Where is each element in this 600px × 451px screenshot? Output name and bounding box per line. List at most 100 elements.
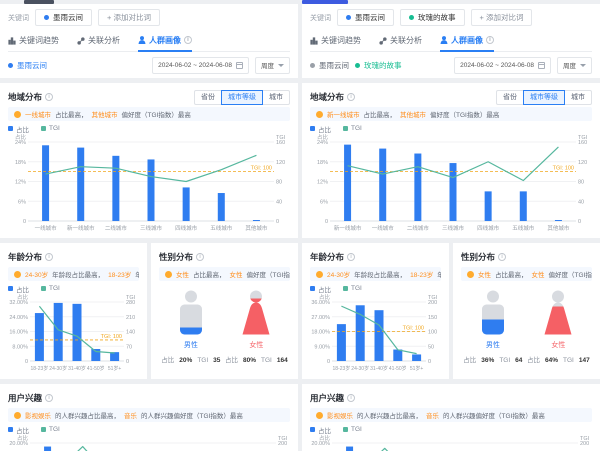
interest-chart: 占比TGI20.00%20015.00%15010.00%1005.00%500…	[311, 434, 590, 451]
tab-keyword-trend[interactable]: 关键词趋势	[310, 31, 361, 51]
svg-text:四线城市: 四线城市	[477, 224, 500, 232]
svg-text:100: 100	[428, 330, 437, 336]
legend-ratio[interactable]: 占比	[310, 284, 331, 294]
tab-keyword-trend[interactable]: 关键词趋势	[8, 31, 59, 51]
series-dot-icon	[310, 62, 315, 68]
tab-association[interactable]: 关联分析	[77, 31, 120, 51]
view-button-city[interactable]: 城市	[564, 89, 592, 105]
svg-text:200: 200	[428, 300, 437, 306]
svg-text:80: 80	[578, 180, 584, 186]
info-icon[interactable]	[45, 253, 54, 261]
svg-text:TGI: TGI	[578, 135, 588, 141]
legend-ratio[interactable]: 占比	[8, 425, 29, 435]
legend-tgi[interactable]: TGI	[41, 125, 60, 132]
info-icon[interactable]	[45, 394, 54, 402]
info-icon[interactable]	[486, 36, 494, 44]
info-icon[interactable]	[45, 93, 54, 101]
calendar-icon	[236, 61, 243, 69]
svg-text:占比: 占比	[15, 133, 27, 141]
legend-ratio[interactable]: 占比	[310, 425, 331, 435]
keyword-tag[interactable]: 墨雨云间	[35, 9, 92, 26]
period-dropdown[interactable]: 周度	[557, 56, 592, 74]
series-and-date-row: 墨雨云间 玫瑰的故事 2024-06-02 ~ 2024-06-08 周度	[310, 52, 592, 78]
svg-text:160: 160	[276, 140, 285, 146]
tab-association[interactable]: 关联分析	[379, 31, 422, 51]
chart-legend: 占比 TGI	[8, 425, 290, 435]
svg-text:0: 0	[126, 359, 129, 365]
series-legend-item[interactable]: 墨雨云间	[310, 60, 349, 71]
view-button-city-tier[interactable]: 城市等级	[221, 89, 263, 105]
info-icon[interactable]	[196, 253, 205, 261]
svg-text:一线城市: 一线城市	[35, 224, 58, 232]
tab-audience-portrait[interactable]: 人群画像	[440, 31, 494, 52]
svg-text:41-50岁: 41-50岁	[389, 365, 407, 372]
series-legend-item[interactable]: 玫瑰的故事	[355, 60, 402, 71]
add-compare-button[interactable]: + 添加对比词	[470, 9, 533, 26]
view-button-province[interactable]: 省份	[194, 89, 222, 105]
section-title: 地域分布	[8, 92, 43, 102]
svg-text:0: 0	[428, 359, 431, 365]
view-button-city-tier[interactable]: 城市等级	[523, 89, 565, 105]
chart-legend: 占比 TGI	[310, 425, 592, 435]
legend-tgi[interactable]: TGI	[343, 426, 362, 433]
add-compare-button[interactable]: + 添加对比词	[98, 9, 160, 26]
female-label: 女性	[249, 342, 264, 349]
female-figure: 女性 占比 64% TGI 147	[527, 289, 590, 364]
legend-ratio[interactable]: 占比	[310, 124, 331, 134]
svg-text:41-50岁: 41-50岁	[87, 365, 105, 372]
bulb-icon	[14, 110, 21, 118]
female-figure: 女性 占比 80% TGI 164	[225, 289, 288, 364]
date-range-picker[interactable]: 2024-06-02 ~ 2024-06-08	[152, 56, 249, 74]
period-dropdown[interactable]: 周度	[255, 56, 290, 74]
info-icon[interactable]	[347, 253, 356, 261]
male-stats: 占比 20% TGI 35	[161, 357, 221, 364]
legend-tgi[interactable]: TGI	[41, 426, 60, 433]
svg-text:三线城市: 三线城市	[442, 224, 465, 232]
bar-swatch-icon	[8, 427, 13, 432]
series-legend-item[interactable]: 墨雨云间	[8, 60, 47, 71]
svg-text:280: 280	[126, 300, 135, 306]
bar-chart-icon	[310, 36, 318, 45]
legend-tgi[interactable]: TGI	[41, 285, 60, 292]
line-swatch-icon	[343, 427, 348, 432]
section-title: 地域分布	[310, 92, 345, 102]
info-icon[interactable]	[184, 36, 192, 44]
svg-text:31-40岁: 31-40岁	[68, 365, 86, 372]
section-title: 年龄分布	[310, 252, 345, 262]
people-icon	[138, 36, 146, 44]
line-swatch-icon	[343, 286, 348, 291]
svg-text:18.00%: 18.00%	[311, 330, 330, 336]
legend-tgi[interactable]: TGI	[343, 285, 362, 292]
svg-text:占比: 占比	[17, 293, 29, 301]
date-range-picker[interactable]: 2024-06-02 ~ 2024-06-08	[454, 56, 551, 74]
line-swatch-icon	[41, 286, 46, 291]
svg-text:200: 200	[580, 441, 589, 447]
info-icon[interactable]	[347, 93, 356, 101]
legend-ratio[interactable]: 占比	[8, 284, 29, 294]
section-title: 用户兴趣	[310, 393, 345, 403]
svg-text:31-40岁: 31-40岁	[370, 365, 388, 372]
link-icon	[379, 36, 387, 45]
svg-text:五线城市: 五线城市	[210, 224, 233, 232]
svg-text:0: 0	[578, 219, 581, 225]
info-icon[interactable]	[498, 253, 507, 261]
view-button-city[interactable]: 城市	[262, 89, 290, 105]
svg-text:五线城市: 五线城市	[512, 224, 535, 232]
svg-text:TGI: TGI	[580, 436, 590, 442]
info-icon[interactable]	[347, 394, 356, 402]
svg-text:36.00%: 36.00%	[311, 300, 330, 306]
legend-ratio[interactable]: 占比	[8, 124, 29, 134]
tab-audience-portrait[interactable]: 人群画像	[138, 31, 192, 52]
chevron-down-icon	[580, 63, 586, 70]
svg-text:占比: 占比	[319, 434, 331, 442]
legend-tgi[interactable]: TGI	[343, 125, 362, 132]
view-button-province[interactable]: 省份	[496, 89, 524, 105]
keyword-tag[interactable]: 玫瑰的故事	[400, 9, 465, 26]
keyword-label: 关键词	[310, 14, 331, 22]
keyword-tag[interactable]: 墨雨云间	[337, 9, 394, 26]
